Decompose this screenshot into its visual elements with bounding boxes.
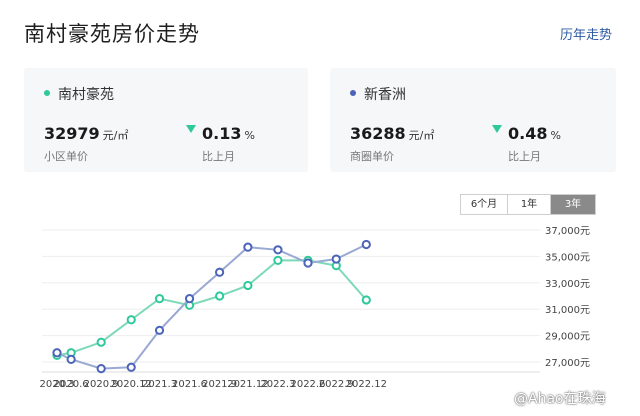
data-point-1[interactable] — [273, 255, 283, 265]
data-point-2[interactable] — [273, 245, 283, 255]
x-tick-label: 2021.3 — [142, 379, 177, 390]
y-tick-label: 37,000元 — [545, 226, 590, 237]
range-tab-3y[interactable]: 3年 — [550, 195, 595, 214]
data-point-2[interactable] — [243, 242, 253, 252]
district-dot-icon — [350, 90, 356, 96]
community-card: 南村豪苑 32979 元/㎡ 小区单价 0.13% 比上月 — [24, 68, 308, 172]
y-tick-label: 35,000元 — [545, 252, 590, 263]
community-dot-icon — [44, 90, 50, 96]
community-price-label: 小区单价 — [44, 150, 88, 163]
community-price-value: 32979 — [44, 124, 100, 143]
district-name: 新香洲 — [350, 84, 406, 104]
range-tab-6m[interactable]: 6个月 — [461, 195, 507, 214]
y-tick-label: 31,000元 — [545, 305, 590, 316]
x-tick-label: 2020.6 — [54, 379, 89, 390]
data-point-1[interactable] — [126, 315, 136, 325]
district-card: 新香洲 36288 元/㎡ 商圈单价 0.48% 比上月 — [330, 68, 616, 172]
data-point-2[interactable] — [303, 258, 313, 268]
community-price-unit: 元/㎡ — [102, 129, 129, 142]
district-price-label: 商圈单价 — [350, 150, 394, 163]
data-point-1[interactable] — [154, 294, 165, 304]
x-tick-label: 2022.9 — [319, 379, 354, 390]
x-tick-label: 2020.9 — [84, 379, 119, 390]
range-tab-1y[interactable]: 1年 — [507, 195, 550, 214]
data-point-2[interactable] — [66, 354, 76, 364]
community-change-value: 0.13 — [202, 124, 242, 143]
x-tick-label: 2020.12 — [111, 379, 152, 390]
data-point-2[interactable] — [52, 348, 62, 358]
district-name-text: 新香洲 — [364, 87, 406, 103]
x-tick-label: 2021.6 — [172, 379, 207, 390]
community-change: 0.13% — [186, 124, 255, 143]
data-point-2[interactable] — [215, 267, 225, 277]
y-tick-label: 27,000元 — [545, 358, 590, 369]
y-tick-label: 29,000元 — [545, 332, 590, 343]
data-point-2[interactable] — [361, 239, 371, 250]
page-title: 南村豪苑房价走势 — [24, 22, 200, 46]
history-trend-link[interactable]: 历年走势 — [559, 28, 612, 43]
community-change-label: 比上月 — [202, 150, 235, 163]
y-tick-label: 33,000元 — [545, 279, 590, 290]
watermark: @Ahao在珠海 — [514, 391, 606, 407]
x-tick-label: 2022.6 — [290, 379, 325, 390]
data-point-2[interactable] — [126, 362, 136, 372]
data-point-2[interactable] — [96, 364, 106, 374]
data-point-1[interactable] — [96, 337, 106, 347]
series-line-1 — [56, 259, 368, 357]
community-price: 32979 元/㎡ — [44, 124, 128, 143]
x-tick-label: 2020.3 — [40, 379, 75, 390]
down-arrow-icon — [186, 124, 196, 133]
district-change-unit: % — [550, 129, 561, 142]
x-tick-label: 2021.12 — [227, 379, 268, 390]
data-point-2[interactable] — [184, 294, 195, 304]
data-point-1[interactable] — [361, 295, 371, 305]
series-line-2 — [56, 243, 367, 370]
district-change: 0.48% — [492, 124, 561, 143]
district-price: 36288 元/㎡ — [350, 124, 434, 143]
x-tick-label: 2022.3 — [260, 379, 295, 390]
data-point-2[interactable] — [331, 254, 341, 264]
range-tabs: 6个月 1年 3年 — [460, 194, 596, 215]
district-price-unit: 元/㎡ — [408, 129, 435, 142]
district-change-label: 比上月 — [508, 150, 541, 163]
data-point-1[interactable] — [215, 291, 225, 301]
district-price-value: 36288 — [350, 124, 406, 143]
district-change-value: 0.48 — [508, 124, 548, 143]
x-tick-label: 2021.9 — [202, 379, 237, 390]
community-name: 南村豪苑 — [44, 84, 114, 104]
community-change-unit: % — [244, 129, 255, 142]
data-point-2[interactable] — [154, 325, 165, 335]
x-tick-label: 2022.12 — [346, 379, 387, 390]
down-arrow-icon — [492, 124, 502, 133]
data-point-1[interactable] — [243, 280, 253, 291]
community-name-text: 南村豪苑 — [58, 87, 114, 103]
